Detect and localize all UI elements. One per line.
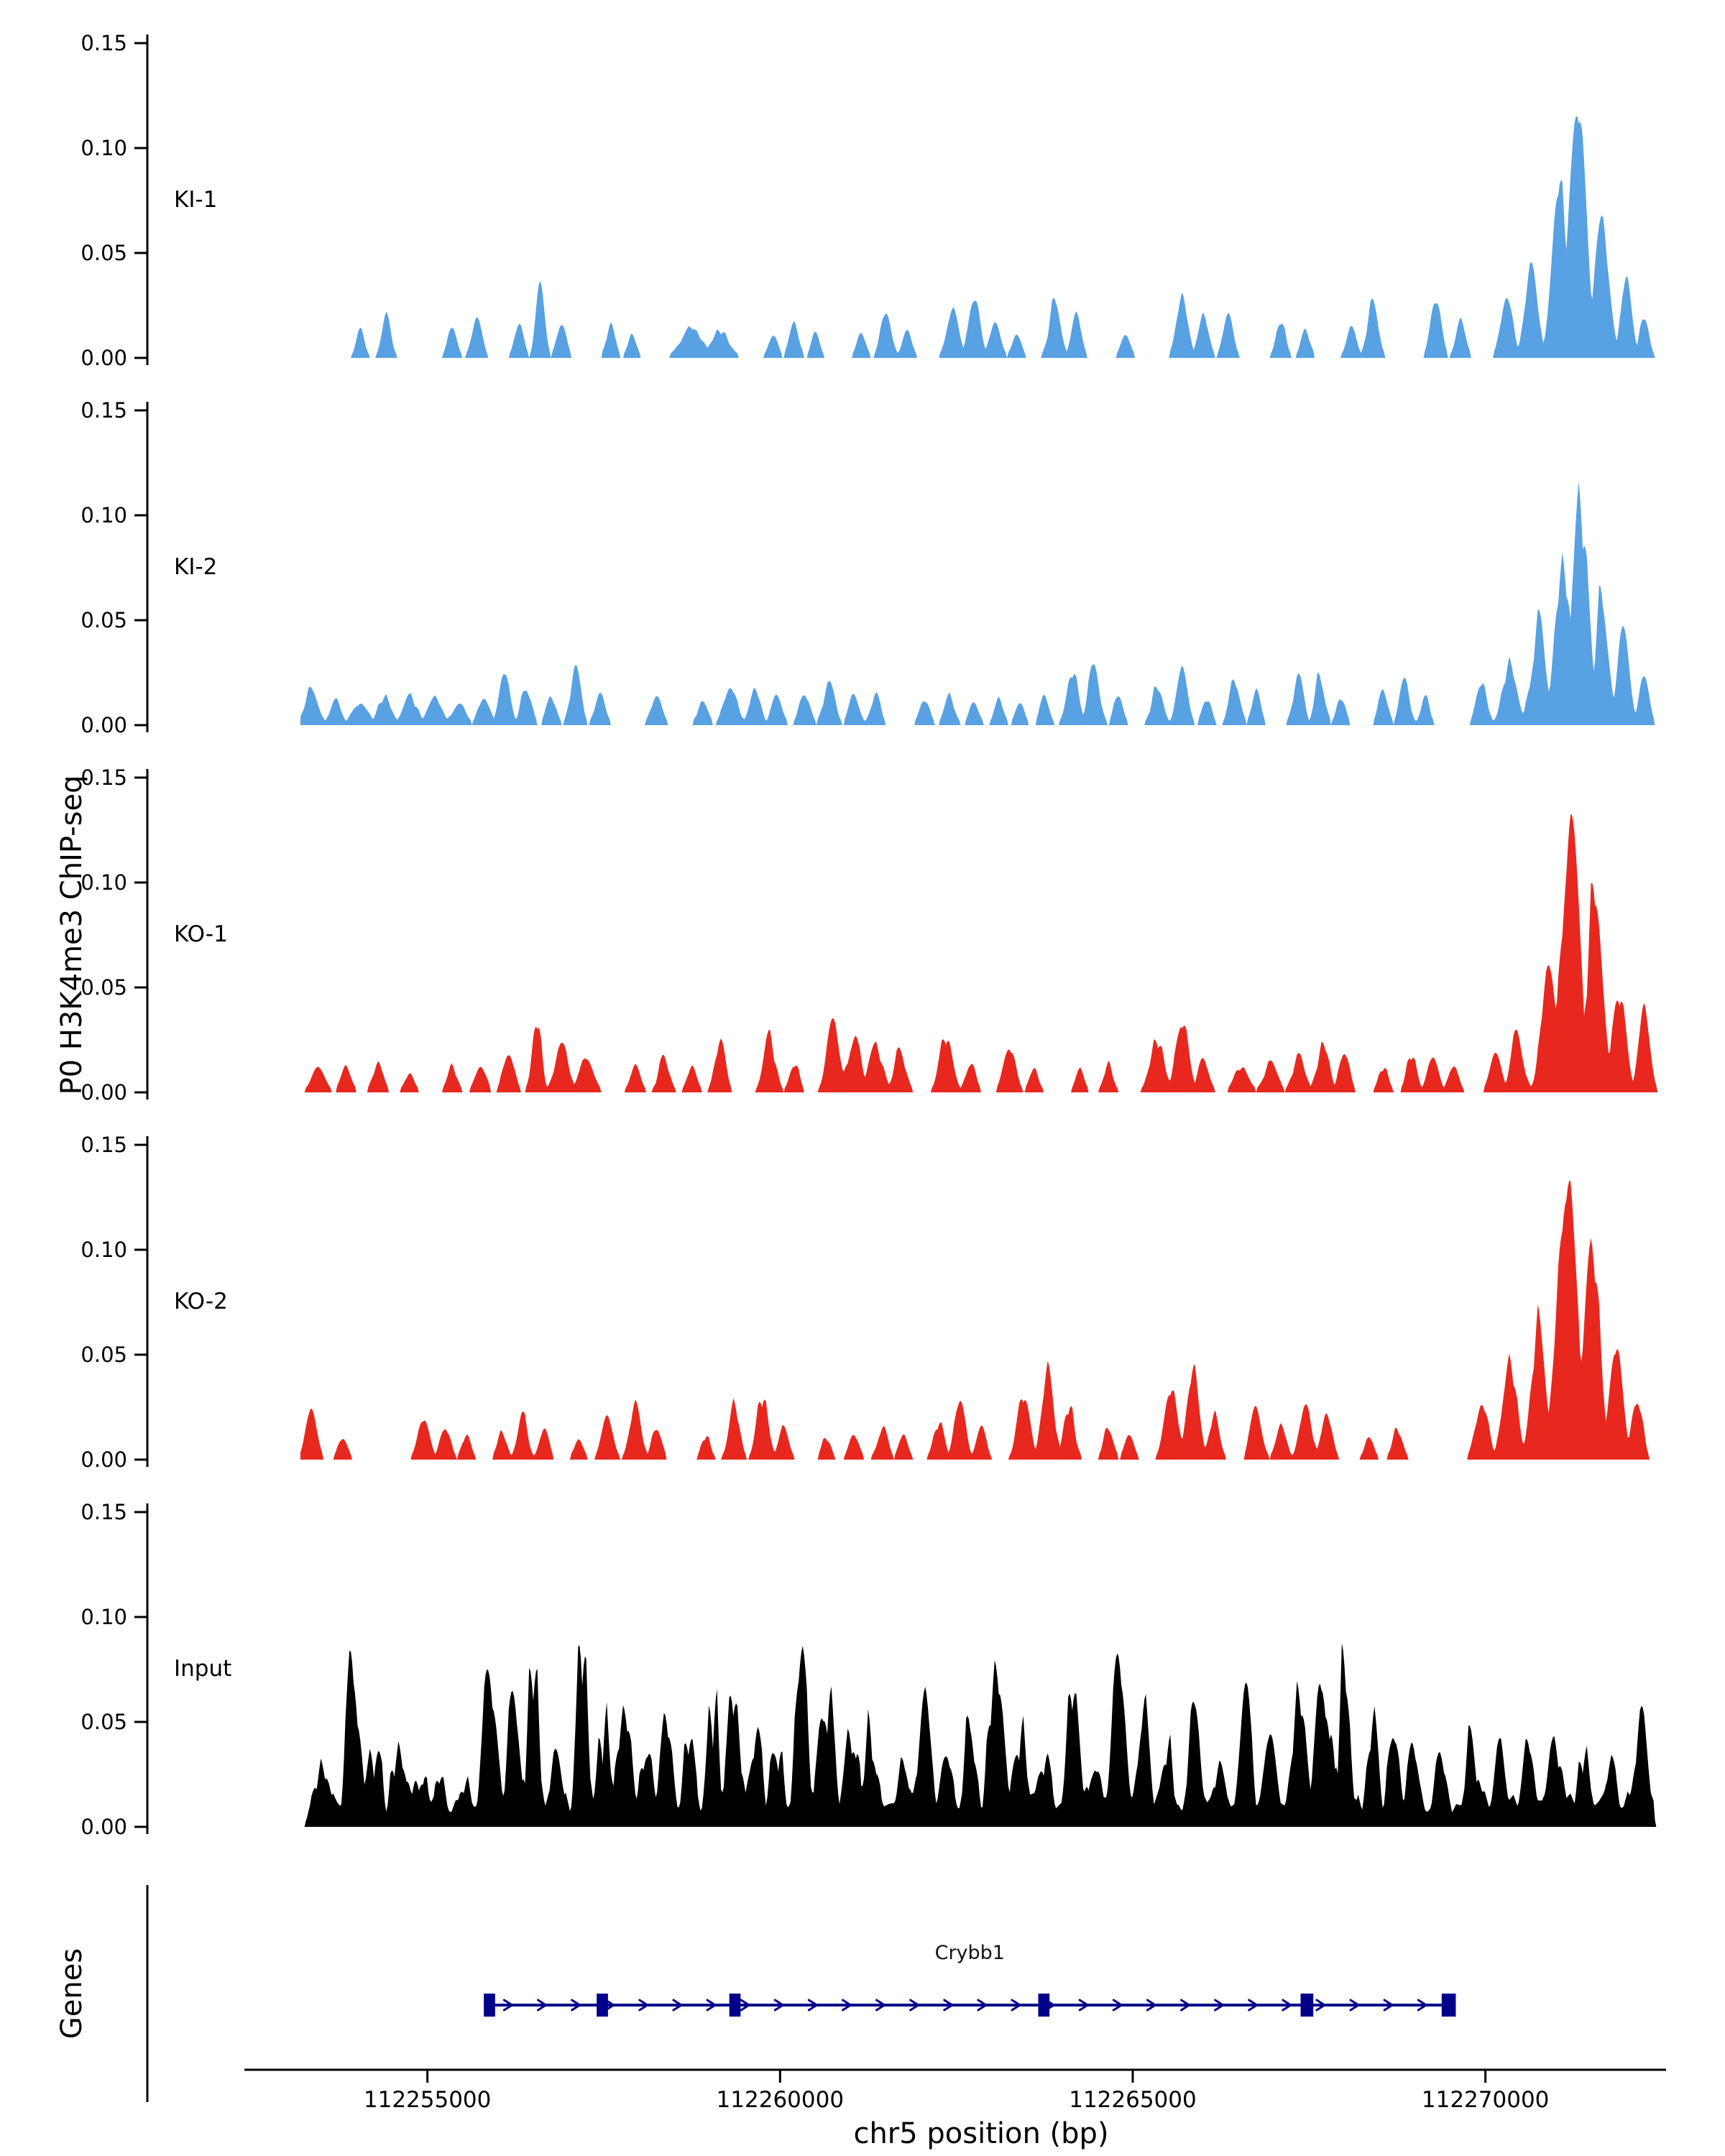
gene-panel: Crybb1 — [146, 1885, 1456, 2102]
y-tick-label: 0.10 — [80, 1605, 127, 1629]
y-tick-label: 0.05 — [80, 975, 127, 1000]
gene-strand-arrow — [638, 1999, 650, 2012]
gene-strand-arrow — [740, 1999, 751, 2012]
gene-strand-arrow — [537, 1999, 548, 2012]
gene-exon — [1300, 1994, 1314, 2017]
y-tick-label: 0.00 — [80, 346, 127, 370]
gene-strand-arrow — [1248, 1999, 1259, 2012]
y-tick-label: 0.10 — [80, 136, 127, 160]
x-tick-label: 112255000 — [364, 2087, 492, 2113]
track-label: KO-1 — [174, 921, 228, 947]
y-tick-label: 0.00 — [80, 713, 127, 737]
track-label: KO-2 — [174, 1289, 228, 1314]
y-tick-label: 0.05 — [80, 241, 127, 265]
gene-exon — [484, 1994, 495, 2017]
gene-exon — [1038, 1994, 1050, 2017]
y-tick-label: 0.05 — [80, 1342, 127, 1367]
y-tick-label: 0.15 — [80, 1133, 127, 1157]
x-tick-label: 112265000 — [1069, 2087, 1197, 2113]
gene-strand-arrow — [977, 1999, 988, 2012]
track-Input: 0.00 0.05 0.10 0.15 Input — [80, 1500, 1662, 1839]
gene-strand-arrow — [1112, 1999, 1124, 2012]
track-label: KI-1 — [174, 187, 217, 213]
gene-exon — [729, 1994, 741, 2017]
y-tick-label: 0.00 — [80, 1447, 127, 1472]
gene-strand-arrow — [571, 1999, 582, 2012]
y-tick-label: 0.10 — [80, 870, 127, 895]
track-label: Input — [174, 1656, 231, 1682]
signal-area — [300, 1643, 1662, 1827]
y-tick-label: 0.15 — [80, 31, 127, 55]
gene-exon — [597, 1994, 608, 2017]
gene-strand-arrow — [1146, 1999, 1158, 2012]
x-tick-label: 112260000 — [717, 2087, 845, 2113]
x-axis: 112255000 112260000 112265000 112270000 — [244, 2068, 1666, 2113]
gene-strand-arrow — [909, 1999, 921, 2012]
signal-area — [300, 1181, 1662, 1460]
y-tick-label: 0.10 — [80, 1238, 127, 1262]
y-tick-label: 0.15 — [80, 398, 127, 423]
y-tick-label: 0.00 — [80, 1815, 127, 1839]
track-KO-1: 0.00 0.05 0.10 0.15 KO-1 — [80, 765, 1662, 1105]
track-KI-2: 0.00 0.05 0.10 0.15 KI-2 — [80, 398, 1662, 737]
gene-name-label: Crybb1 — [935, 1942, 1005, 1964]
gene-strand-arrow — [943, 1999, 954, 2012]
y-tick-label: 0.15 — [80, 765, 127, 790]
gene-strand-arrow — [604, 1999, 616, 2012]
x-tick-label: 112270000 — [1422, 2087, 1550, 2113]
track-KI-1: 0.00 0.05 0.10 0.15 KI-1 — [80, 31, 1662, 370]
gene-strand-arrow — [1078, 1999, 1090, 2012]
y-tick-label: 0.05 — [80, 608, 127, 632]
gene-strand-arrow — [875, 1999, 887, 2012]
gene-strand-arrow — [672, 1999, 684, 2012]
y-tick-label: 0.10 — [80, 503, 127, 528]
track-KO-2: 0.00 0.05 0.10 0.15 KO-2 — [80, 1133, 1662, 1472]
y-tick-label: 0.00 — [80, 1080, 127, 1105]
track-label: KI-2 — [174, 554, 217, 580]
x-axis-title: chr5 position (bp) — [853, 2117, 1109, 2150]
gene-strand-arrow — [1214, 1999, 1225, 2012]
gene-exon — [1441, 1994, 1456, 2017]
gene-strand-arrow — [773, 1999, 786, 2012]
gene-strand-arrow — [706, 1999, 717, 2012]
gene-strand-arrow — [807, 1999, 819, 2012]
gene-strand-arrow — [502, 1999, 515, 2012]
gene-strand-arrow — [1417, 1999, 1429, 2012]
signal-area — [300, 116, 1662, 358]
signal-area — [300, 814, 1662, 1092]
y-tick-label: 0.05 — [80, 1710, 127, 1734]
gene-strand-arrow — [841, 1999, 853, 2012]
gene-strand-arrow — [1282, 1999, 1293, 2012]
gene-strand-arrow — [1349, 1999, 1361, 2012]
y-tick-label: 0.15 — [80, 1500, 127, 1524]
gene-strand-arrow — [1011, 1999, 1022, 2012]
gene-strand-arrow — [1180, 1999, 1192, 2012]
gene-strand-arrow — [1315, 1999, 1327, 2012]
signal-area — [300, 481, 1662, 725]
gene-strand-arrow — [1383, 1999, 1394, 2012]
